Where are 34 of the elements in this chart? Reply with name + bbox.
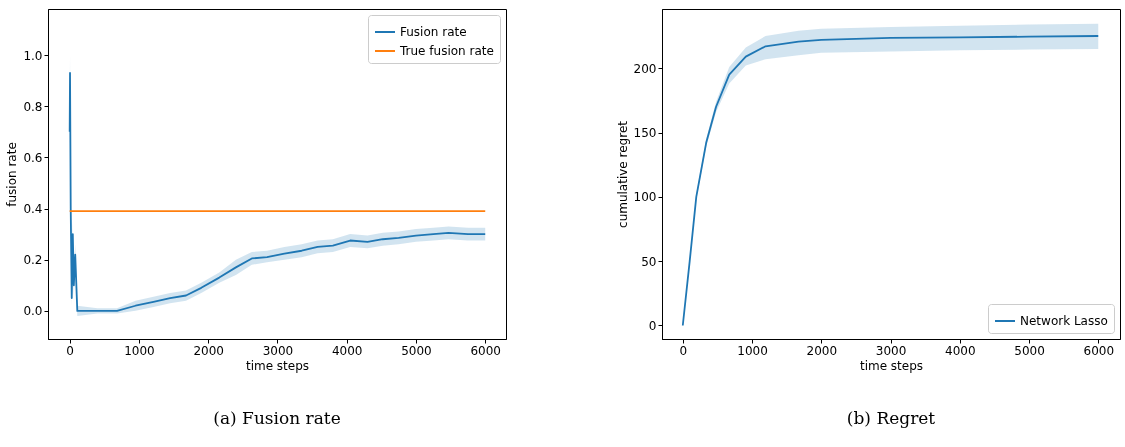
x-tick-label: 3000 (262, 343, 294, 358)
y-tick-label: 0.2 (23, 253, 43, 268)
x-tick-label: 6000 (470, 343, 501, 358)
y-tick-label: 100 (633, 190, 657, 205)
legend-label: True fusion rate (399, 44, 494, 58)
x-tick-label: 4000 (944, 343, 976, 358)
x-tick-label: 6000 (1083, 343, 1115, 358)
y-tick-label: 150 (633, 126, 657, 141)
y-tick-label: 50 (641, 254, 657, 269)
y-tick-label: 0.8 (23, 99, 43, 114)
x-axis-title: time steps (859, 358, 924, 373)
x-tick-label: 4000 (331, 343, 363, 358)
x-tick-label: 5000 (1014, 343, 1045, 358)
text: (b) Regret (846, 408, 936, 428)
x-tick-label: 1000 (737, 343, 768, 358)
x-tick-label: 2000 (193, 343, 224, 358)
legend-label: Fusion rate (400, 25, 467, 39)
y-tick-label: 0.6 (23, 150, 43, 165)
y-tick-label: 0.4 (23, 202, 43, 217)
x-tick-label: 2000 (806, 343, 838, 358)
x-tick-label: 3000 (875, 343, 907, 358)
x-tick-label: 0 (679, 343, 688, 358)
text: (a) Fusion rate (213, 408, 341, 428)
y-axis-title: cumulative regret (615, 120, 630, 228)
y-tick-label: 0.0 (23, 304, 43, 319)
x-tick-label: 0 (66, 343, 74, 358)
y-tick-label: 0 (648, 318, 657, 333)
legend-label: Network Lasso (1020, 314, 1108, 328)
x-tick-label: 1000 (124, 343, 155, 358)
y-tick-label: 1.0 (23, 48, 43, 63)
x-tick-label: 5000 (401, 343, 432, 358)
y-tick-label: 200 (633, 61, 657, 76)
y-axis-title: fusion rate (5, 142, 20, 207)
x-axis-title: time steps (245, 358, 310, 373)
